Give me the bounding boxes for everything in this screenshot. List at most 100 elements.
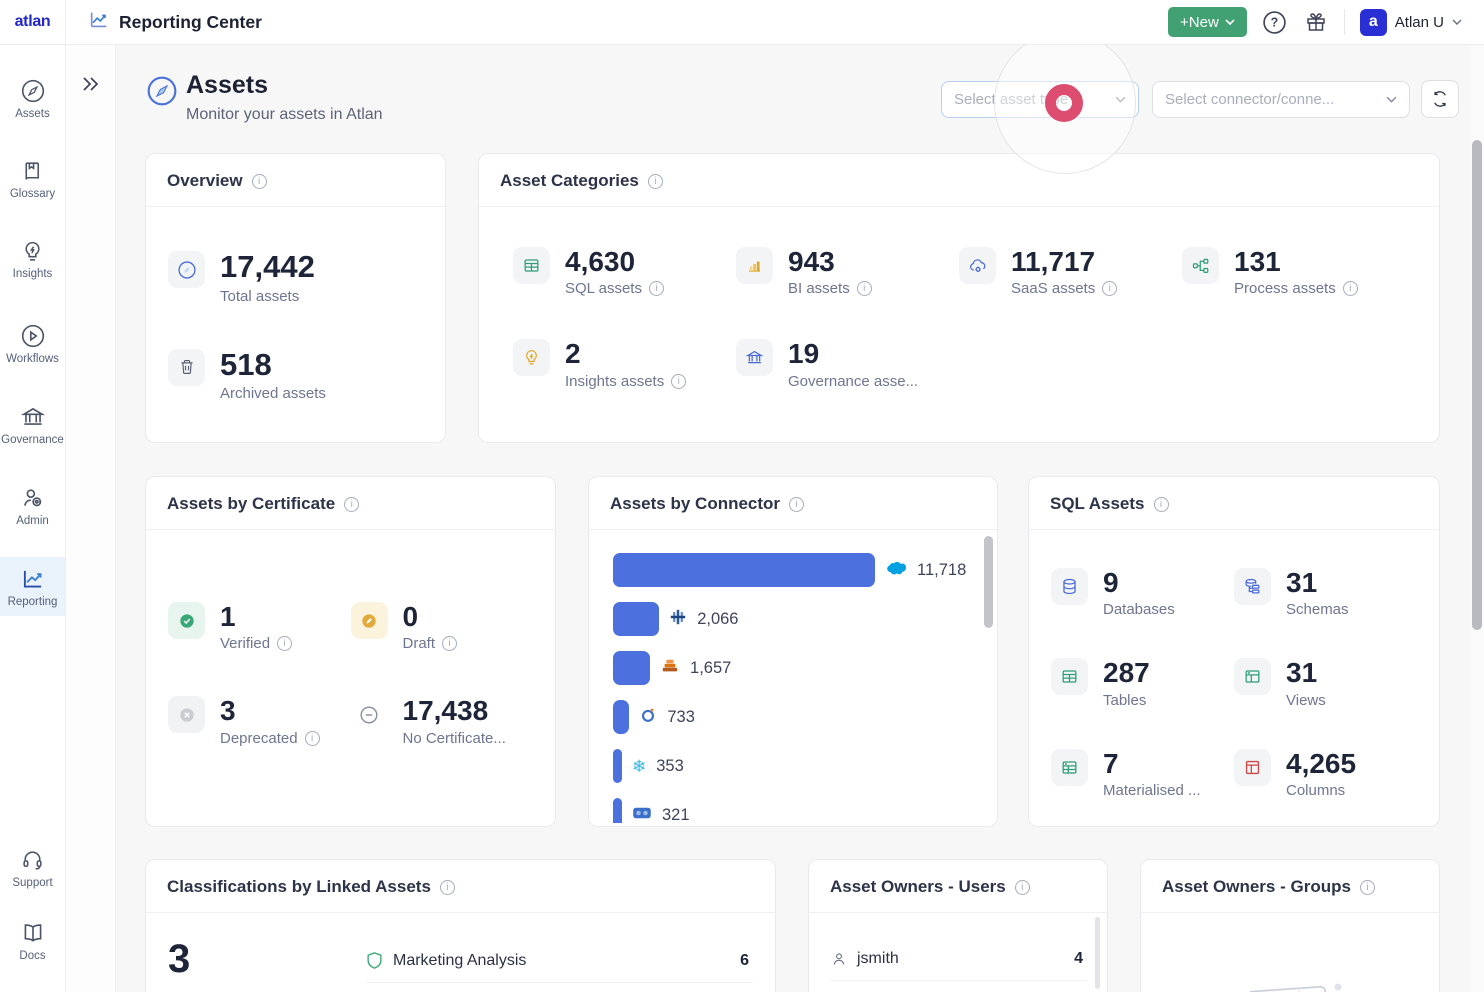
column-icon xyxy=(1234,748,1271,786)
databases-stat: 9 Databases xyxy=(1051,568,1234,618)
sidebar-item-glossary[interactable]: Glossary xyxy=(0,150,65,208)
asset-categories-card: Asset Categories i 4,630 SQL assets i 943 xyxy=(478,153,1440,443)
database-icon xyxy=(1051,568,1088,605)
info-icon[interactable]: i xyxy=(789,496,805,512)
gift-icon[interactable] xyxy=(1303,9,1329,35)
info-icon[interactable]: i xyxy=(1359,879,1375,895)
expand-sidebar-button[interactable] xyxy=(80,73,102,95)
info-icon[interactable]: i xyxy=(647,173,663,189)
connector-select[interactable]: Select connector/conne... xyxy=(1152,81,1410,118)
page-scrollbar[interactable] xyxy=(1472,140,1482,630)
topbar: atlan Reporting Center +New ? a Atlan U xyxy=(0,0,1484,45)
verified-stat: 1 Verified i xyxy=(168,602,351,652)
bar-salesforce[interactable] xyxy=(613,553,875,587)
page-scrollbar-track xyxy=(1470,45,1484,992)
chevron-down-icon xyxy=(1115,96,1126,103)
materialised-views-stat: 7 Materialised ... xyxy=(1051,748,1234,799)
sidebar-item-docs[interactable]: Docs xyxy=(0,911,65,970)
bulb-icon xyxy=(513,339,550,377)
bar-connector-4[interactable] xyxy=(613,700,630,734)
salesforce-logo-icon xyxy=(885,560,907,581)
play-circle-icon xyxy=(21,324,44,348)
info-icon[interactable]: i xyxy=(277,636,293,652)
chevron-down-icon xyxy=(1386,96,1397,103)
info-icon[interactable]: i xyxy=(1102,281,1118,297)
info-icon[interactable]: i xyxy=(439,879,455,895)
info-icon[interactable]: i xyxy=(1014,879,1030,895)
bar-connector-6[interactable] xyxy=(613,798,622,823)
overview-card: Overview i 17,442 Total assets 518 Arc xyxy=(145,153,446,443)
refresh-button[interactable] xyxy=(1421,80,1459,118)
user-menu[interactable]: a Atlan U xyxy=(1359,8,1462,36)
sidebar-item-governance[interactable]: Governance xyxy=(0,395,65,454)
badge-check-icon xyxy=(168,602,205,639)
connector-bar-row: 1,657 xyxy=(613,650,973,686)
compass-icon xyxy=(168,251,205,288)
sidebar-item-insights[interactable]: Insights xyxy=(0,230,65,288)
badge-draft-icon xyxy=(350,602,388,639)
bank-icon xyxy=(736,339,773,377)
orange-stack-logo-icon xyxy=(660,657,680,680)
info-icon[interactable]: i xyxy=(671,373,687,389)
view-table-icon xyxy=(1234,658,1271,696)
sql-assets-card: SQL Assets i 9 Databases 31 Schemas xyxy=(1028,476,1440,827)
sidebar-item-assets[interactable]: Assets xyxy=(0,69,65,128)
person-icon xyxy=(833,952,845,964)
info-icon[interactable]: i xyxy=(1342,281,1358,297)
saas-assets-stat: 11,717 SaaS assets i xyxy=(959,247,1182,297)
bar-connector-3[interactable] xyxy=(613,651,651,685)
asset-type-select[interactable]: Select asset type xyxy=(941,81,1139,118)
info-icon[interactable]: i xyxy=(1153,496,1169,512)
atlan-logo[interactable]: atlan xyxy=(0,0,66,44)
info-icon[interactable]: i xyxy=(304,730,320,746)
sidebar-item-admin[interactable]: Admin xyxy=(0,476,65,535)
info-icon[interactable]: i xyxy=(344,496,360,512)
flow-icon xyxy=(1182,247,1219,284)
process-assets-stat: 131 Process assets i xyxy=(1182,247,1405,297)
card-title: Assets by Connector xyxy=(610,494,781,513)
bar-tableau[interactable] xyxy=(613,602,660,636)
secondary-rail xyxy=(67,45,116,992)
sidebar-item-workflows[interactable]: Workflows xyxy=(0,314,65,373)
governance-assets-stat: 19 Governance asse... xyxy=(736,339,959,390)
atlan-logo-text: atlan xyxy=(14,13,51,30)
refresh-icon xyxy=(1434,91,1446,107)
sql-assets-stat: 4,630 SQL assets i xyxy=(513,247,736,297)
assets-by-connector-card: Assets by Connector i 11,718 2,066 xyxy=(588,476,998,827)
page-title: Assets xyxy=(186,71,268,99)
owner-user-row[interactable]: jsmith 4 xyxy=(831,937,1087,981)
connector-scrollbar[interactable] xyxy=(984,536,993,628)
info-icon[interactable]: i xyxy=(856,281,872,297)
bar-snowflake[interactable] xyxy=(613,749,622,783)
chevron-down-icon xyxy=(1225,18,1235,25)
connector-bar-row: ❄ 353 xyxy=(613,748,973,784)
bulb-icon xyxy=(25,241,40,261)
card-title: Overview xyxy=(167,171,243,190)
cloud-gear-icon xyxy=(959,247,996,284)
minus-circle-icon xyxy=(351,696,388,733)
line-chart-icon xyxy=(23,570,42,588)
users-scrollbar[interactable] xyxy=(1095,917,1100,989)
compass-icon xyxy=(21,79,44,103)
tableau-logo-icon xyxy=(669,608,687,631)
partially-hidden-logo-icon xyxy=(632,806,652,824)
help-icon[interactable]: ? xyxy=(1262,9,1288,35)
open-book-icon xyxy=(24,924,41,942)
sidebar-item-reporting[interactable]: Reporting xyxy=(0,557,65,616)
sidebar-item-support[interactable]: Support xyxy=(0,839,65,897)
draft-stat: 0 Draft i xyxy=(350,602,534,652)
tables-stat: 287 Tables xyxy=(1051,658,1234,709)
info-icon[interactable]: i xyxy=(251,173,267,189)
connector-chart: 11,718 2,066 1,657 7 xyxy=(589,530,997,823)
user-gear-icon xyxy=(23,489,41,507)
card-title: Asset Owners - Groups xyxy=(1162,877,1351,896)
new-button[interactable]: +New xyxy=(1168,7,1247,37)
columns-stat: 4,265 Columns xyxy=(1234,748,1417,799)
materialised-view-icon xyxy=(1051,748,1088,786)
info-icon[interactable]: i xyxy=(648,281,664,297)
views-stat: 31 Views xyxy=(1234,658,1417,709)
headset-icon xyxy=(23,851,42,870)
info-icon[interactable]: i xyxy=(442,636,458,652)
classification-row[interactable]: Marketing Analysis 6 xyxy=(366,939,753,983)
connector-bar-row: 11,718 xyxy=(613,552,973,588)
